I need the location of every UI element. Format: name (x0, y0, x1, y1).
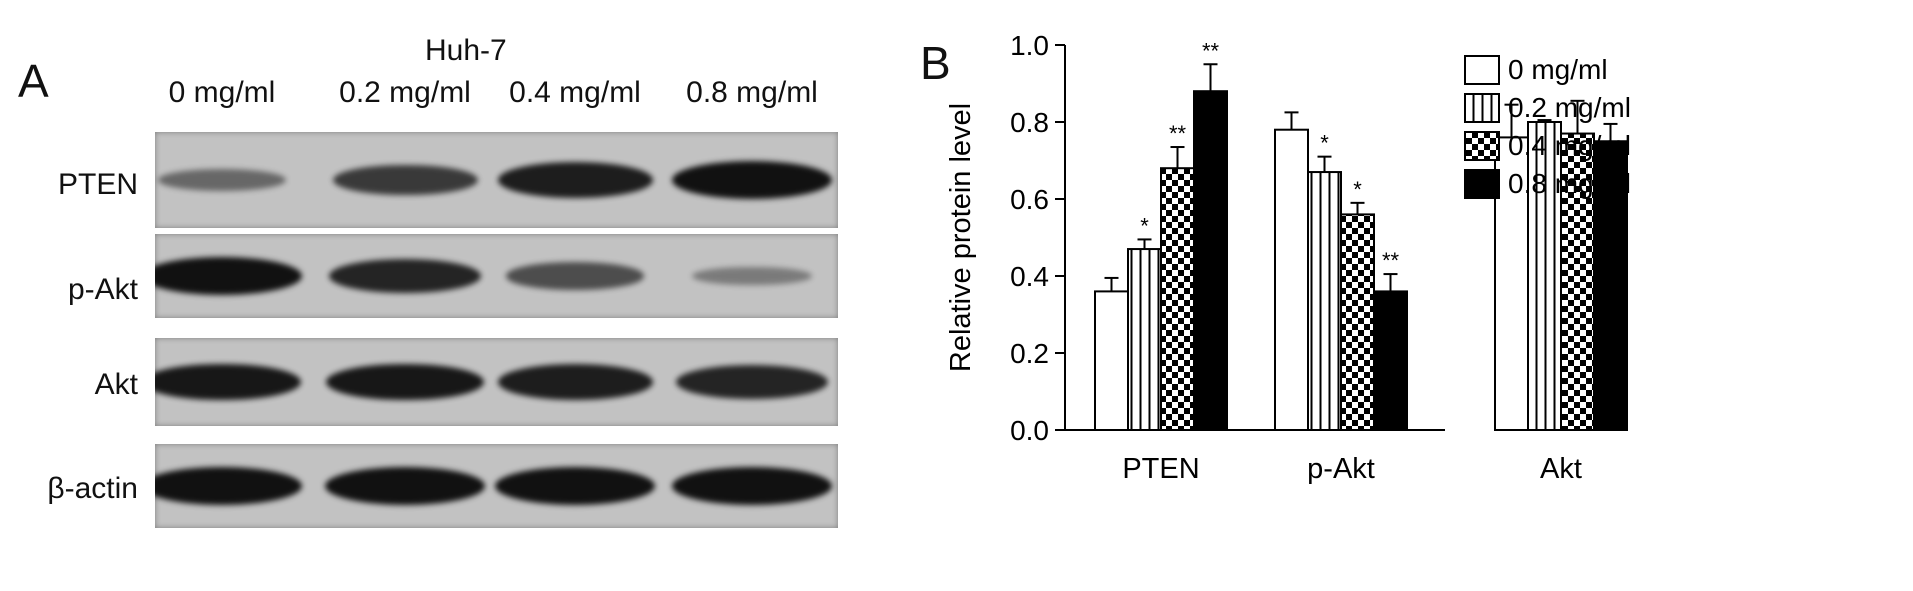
blot-band (332, 164, 478, 196)
blot-strip-pten (155, 132, 838, 228)
blot-band (325, 467, 485, 505)
bar (1160, 167, 1195, 431)
blot-band (155, 363, 301, 401)
blot-band (155, 257, 302, 295)
row-label-pten: PTEN (57, 168, 138, 201)
legend-label: 0 mg/ml (1508, 54, 1608, 85)
legend-label: 0.8 mg/ml (1508, 168, 1631, 199)
legend-swatch (1464, 55, 1500, 85)
bar (1274, 128, 1309, 431)
blot-band (158, 168, 286, 192)
bar (1340, 213, 1375, 431)
blot-band (692, 266, 812, 286)
bar (1127, 248, 1162, 431)
significance-marker: ** (1202, 38, 1220, 63)
significance-marker: ** (1169, 121, 1187, 146)
cell-line-label: Huh-7 (425, 34, 507, 67)
blot-band (497, 364, 653, 400)
bar (1373, 290, 1408, 431)
legend-swatch (1464, 93, 1500, 123)
bar (1094, 290, 1129, 431)
row-label-beta-actin: β-actin (47, 472, 138, 505)
blot-strip-p-akt (155, 234, 838, 318)
x-tick-label: p-Akt (1307, 453, 1375, 485)
bar (1193, 90, 1228, 431)
legend-swatch (1464, 169, 1500, 199)
blot-band (497, 162, 653, 198)
lane-header-3: 0.8 mg/ml (686, 76, 818, 109)
blot-strip-beta-actin (155, 444, 838, 528)
x-tick-label: PTEN (1122, 453, 1199, 485)
bar-chart-panel: B 0.0 0.2 0.4 0.6 0.8 1.0 Relative protein lev… (920, 0, 1913, 591)
legend-label: 0.2 mg/ml (1508, 92, 1631, 123)
lane-header-2: 0.4 mg/ml (509, 76, 641, 109)
blot-band (495, 467, 655, 505)
bar (1560, 132, 1595, 432)
x-tick-label: Akt (1540, 453, 1582, 485)
western-blot-panel: A Huh-7 0 mg/ml 0.2 mg/ml 0.4 mg/ml 0.8 … (0, 0, 860, 591)
significance-marker: * (1320, 131, 1329, 156)
legend-swatch (1464, 131, 1500, 161)
panel-label-a: A (18, 55, 49, 107)
legend-label: 0.4 mg/ml (1508, 130, 1631, 161)
blot-strip-akt (155, 338, 838, 426)
panel-label-b: B (920, 37, 951, 89)
blot-band (155, 467, 302, 505)
blot-band (675, 364, 829, 400)
y-tick-label: 0.2 (1010, 338, 1049, 369)
bar-chart: 0.0 0.2 0.4 0.6 0.8 1.0 Relative protein level… (945, 30, 1631, 485)
y-tick-label: 0.8 (1010, 107, 1049, 138)
significance-marker: * (1353, 177, 1362, 202)
y-tick-label: 0.4 (1010, 261, 1049, 292)
significance-marker: * (1140, 213, 1149, 238)
y-axis-label: Relative protein level (945, 103, 977, 372)
bar (1593, 140, 1628, 431)
y-tick-label: 0.0 (1010, 415, 1049, 446)
row-label-akt: Akt (94, 368, 138, 401)
lane-header-0: 0 mg/ml (168, 76, 276, 109)
blot-band (672, 467, 832, 505)
row-label-p-akt: p-Akt (67, 273, 138, 306)
significance-marker: ** (1382, 248, 1400, 273)
blot-band (672, 161, 832, 199)
lane-header-1: 0.2 mg/ml (339, 76, 471, 109)
y-tick-label: 0.6 (1010, 184, 1049, 215)
y-tick-label: 1.0 (1010, 30, 1049, 61)
blot-band (326, 363, 484, 401)
blot-band (506, 262, 644, 290)
blot-band (328, 258, 482, 294)
bar (1307, 171, 1342, 432)
